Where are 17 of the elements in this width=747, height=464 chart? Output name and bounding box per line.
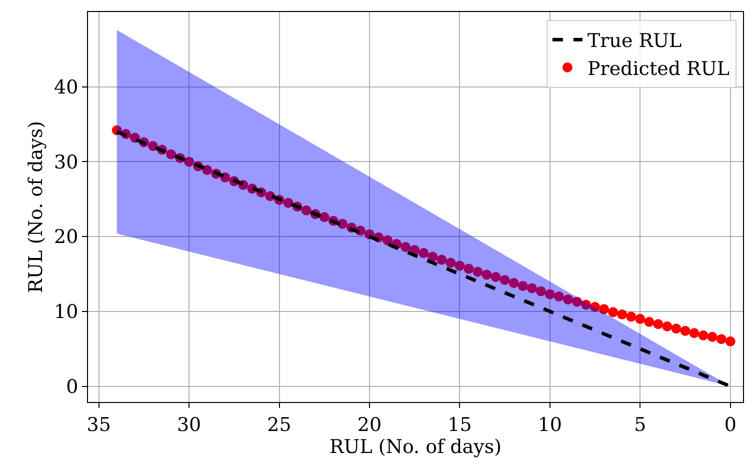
- y-tick-label: 20: [54, 226, 78, 248]
- y-tick-label: 10: [54, 301, 78, 324]
- x-tick-label: 15: [448, 414, 472, 436]
- x-tick-label: 20: [357, 414, 382, 436]
- x-axis-title: RUL (No. of days): [329, 436, 502, 458]
- y-tick-label: 30: [54, 151, 78, 174]
- legend-label: True RUL: [587, 30, 682, 52]
- y-tick-label: 0: [66, 376, 78, 398]
- x-tick-label: 0: [724, 414, 736, 436]
- y-tick-label: 40: [54, 76, 78, 99]
- x-tick-label: 5: [634, 414, 646, 436]
- x-tick-label: 10: [538, 414, 562, 436]
- x-tick-label: 30: [176, 414, 202, 436]
- x-tick-label: 25: [267, 414, 292, 436]
- x-tick-label: 35: [86, 414, 111, 436]
- legend-label: Predicted RUL: [587, 58, 730, 80]
- y-axis-title: RUL (No. of days): [24, 120, 47, 294]
